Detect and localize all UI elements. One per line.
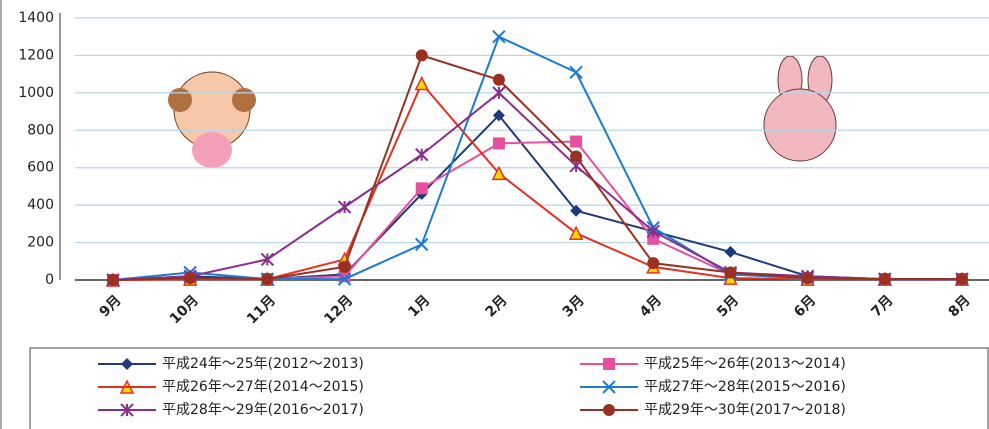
marker — [415, 49, 428, 62]
marker — [646, 224, 660, 239]
marker — [492, 30, 506, 44]
series-line — [112, 54, 962, 281]
marker — [570, 150, 583, 163]
series-line — [112, 91, 962, 281]
marker — [184, 272, 197, 285]
marker — [415, 147, 429, 162]
marker — [956, 273, 968, 286]
legend-label: 平成27年～28年(2015～2016) — [644, 379, 846, 395]
legend-label: 平成26年～27年(2014～2015) — [162, 379, 364, 395]
marker — [415, 237, 429, 252]
y-tick-label: 600 — [27, 160, 54, 176]
marker — [568, 225, 584, 240]
marker — [492, 109, 505, 122]
y-tick-label: 200 — [27, 235, 54, 251]
marker — [492, 73, 505, 86]
girl-illustration — [168, 71, 256, 168]
legend-label: 平成25年～26年(2013～2014) — [644, 356, 846, 372]
y-tick-label: 1000 — [18, 85, 54, 101]
marker — [878, 273, 891, 286]
rabbit-illustration — [763, 55, 837, 162]
legend-label: 平成24年～25年(2012～2013) — [162, 356, 364, 372]
marker — [492, 86, 506, 100]
marker — [647, 232, 660, 245]
marker — [414, 75, 429, 91]
marker — [801, 272, 814, 285]
legend-label: 平成28年～29年(2016～2017) — [162, 402, 364, 418]
marker — [570, 135, 583, 148]
marker — [415, 182, 428, 195]
marker — [261, 273, 274, 286]
marker — [569, 65, 583, 79]
legend-box — [29, 347, 989, 429]
marker — [570, 204, 583, 217]
legend-label: 平成29年～30年(2017～2018) — [644, 402, 846, 418]
y-tick-label: 0 — [45, 272, 54, 288]
y-tick-label: 1200 — [18, 47, 54, 63]
marker — [724, 266, 737, 279]
y-tick-label: 400 — [27, 197, 54, 213]
marker — [337, 272, 352, 286]
marker — [260, 252, 275, 267]
marker — [107, 274, 119, 286]
marker — [338, 260, 351, 273]
marker — [337, 200, 352, 214]
marker — [647, 257, 660, 270]
marker — [491, 165, 507, 181]
marker — [492, 137, 505, 150]
y-tick-label: 1400 — [18, 10, 54, 26]
marker — [724, 245, 737, 258]
y-tick-label: 800 — [27, 122, 54, 138]
